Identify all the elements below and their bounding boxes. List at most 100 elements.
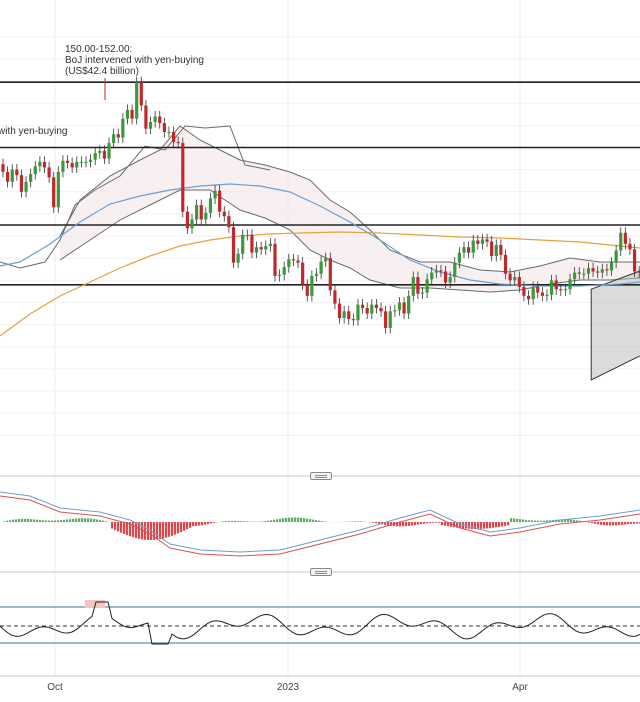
macd-histogram-bar (45, 520, 47, 522)
candle-body (52, 177, 55, 207)
macd-histogram-bar (468, 522, 470, 529)
candle-body (352, 319, 355, 320)
macd-histogram-bar (429, 522, 431, 523)
macd-histogram-bar (309, 519, 311, 522)
candle-body (255, 247, 258, 253)
candle-body (329, 258, 332, 290)
macd-histogram-bar (147, 522, 149, 540)
price-channel (591, 214, 640, 380)
macd-histogram-bar (408, 522, 410, 526)
macd-histogram-bar (270, 520, 272, 522)
candle-body (130, 110, 133, 119)
macd-histogram-bar (102, 521, 104, 522)
candle-body (412, 277, 415, 296)
candle-body (158, 117, 161, 124)
macd-histogram-bar (66, 519, 68, 522)
macd-histogram-bar (243, 521, 245, 522)
candle-body (472, 240, 475, 252)
candle-body (246, 235, 249, 236)
macd-histogram-bar (432, 522, 434, 523)
candle-body (223, 212, 226, 216)
candle-body (573, 273, 576, 280)
candle-body (154, 117, 157, 123)
candle-body (29, 174, 32, 182)
candle-body (264, 246, 267, 249)
macd-histogram-bar (9, 520, 11, 522)
macd-histogram-bar (627, 522, 629, 524)
macd-histogram-bar (207, 522, 209, 524)
macd-histogram-bar (264, 521, 266, 522)
candle-body (177, 142, 180, 143)
candle-body (310, 276, 313, 296)
candle-body (80, 162, 83, 163)
candle-body (103, 151, 106, 159)
macd-histogram-bar (165, 522, 167, 538)
macd-histogram-bar (24, 519, 26, 522)
rsi-panel (0, 600, 640, 644)
macd-histogram-bar (54, 520, 56, 522)
macd-histogram-bar (126, 522, 128, 535)
candle-body (296, 260, 299, 262)
candle-body (601, 269, 604, 272)
macd-histogram-bar (267, 521, 269, 522)
candle-body (490, 242, 493, 256)
macd-histogram-bar (357, 521, 359, 522)
macd-histogram-bar (483, 522, 485, 529)
macd-histogram-bar (588, 522, 590, 523)
candle-body (550, 280, 553, 294)
macd-histogram-bar (315, 520, 317, 522)
candle-body (536, 287, 539, 293)
pane-resize-handle[interactable] (310, 568, 332, 576)
macd-histogram-bar (621, 522, 623, 525)
macd-histogram-bar (513, 518, 515, 522)
candle-body (140, 82, 143, 105)
macd-histogram-bar (231, 521, 233, 522)
candle-body (384, 311, 387, 328)
pane-resize-handle[interactable] (310, 472, 332, 480)
candle-body (301, 263, 304, 285)
macd-histogram-bar (60, 520, 62, 522)
macd-histogram-bar (291, 518, 293, 522)
macd-histogram-bar (375, 522, 377, 523)
macd-histogram-bar (543, 521, 545, 522)
macd-histogram-bar (222, 521, 224, 522)
macd-histogram-bar (435, 522, 437, 523)
candle-body (402, 302, 405, 313)
candle-body (347, 311, 350, 319)
x-tick-label: Oct (47, 682, 63, 693)
macd-histogram-bar (30, 519, 32, 522)
macd-histogram-bar (132, 522, 134, 537)
macd-histogram-bar (360, 521, 362, 522)
candle-body (273, 244, 276, 276)
candle-body (582, 274, 585, 275)
macd-histogram-bar (201, 522, 203, 525)
macd-histogram-bar (18, 519, 20, 522)
candle-body (633, 249, 636, 271)
candle-body (227, 216, 230, 227)
macd-histogram-bar (570, 520, 572, 522)
candle-body (628, 244, 631, 250)
macd-histogram-bar (519, 519, 521, 522)
candle-body (315, 274, 318, 276)
macd-histogram-bar (297, 518, 299, 522)
macd-histogram-bar (168, 522, 170, 537)
candle-body (167, 132, 170, 133)
candle-body (209, 198, 212, 212)
macd-histogram-bar (156, 522, 158, 540)
candle-body (232, 227, 235, 262)
macd-histogram-bar (615, 522, 617, 525)
candle-body (587, 268, 590, 274)
candle-body (499, 245, 502, 255)
macd-histogram-bar (285, 518, 287, 522)
candle-body (292, 259, 295, 260)
candle-body (532, 287, 535, 299)
macd-histogram-bar (459, 522, 461, 528)
macd-histogram-bar (597, 522, 599, 524)
macd-histogram-bar (234, 521, 236, 522)
macd-histogram-bar (69, 519, 71, 522)
macd-histogram-bar (306, 519, 308, 522)
macd-histogram-bar (630, 522, 632, 524)
candle-body (449, 277, 452, 283)
